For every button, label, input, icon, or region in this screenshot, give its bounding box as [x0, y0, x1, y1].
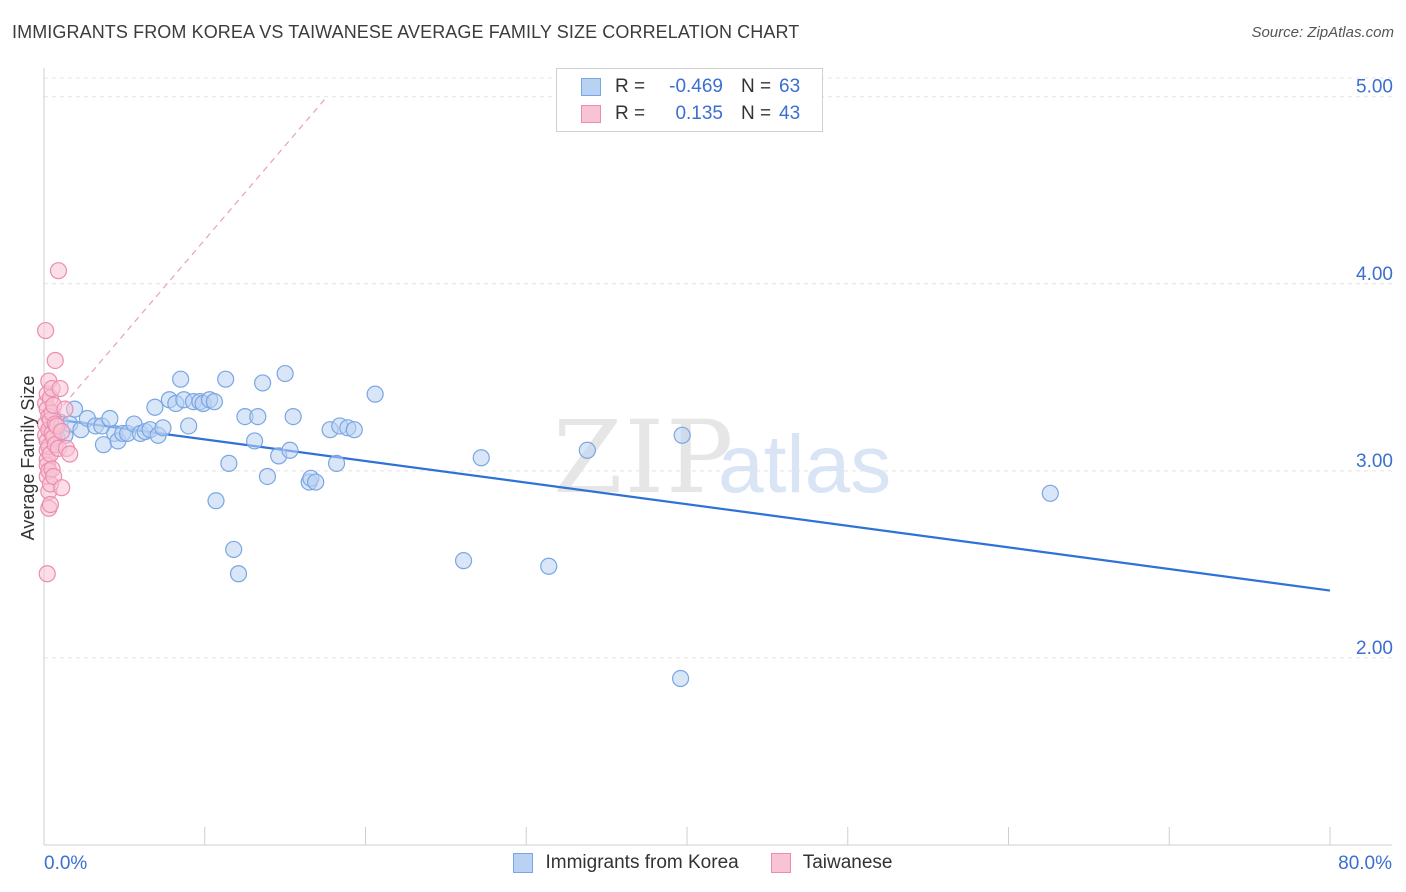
legend-r-label: R = — [615, 76, 646, 97]
legend-swatch-korea — [581, 78, 601, 96]
korea-point — [258, 467, 277, 486]
taiwanese-trend-line — [62, 96, 328, 406]
trend-lines — [48, 96, 1331, 592]
taiwanese-point — [37, 321, 55, 340]
legend-n-label: N = — [741, 103, 772, 124]
korea-point — [225, 540, 243, 559]
taiwanese-point — [46, 351, 64, 370]
korea-point — [154, 419, 172, 437]
korea-point — [472, 449, 490, 467]
legend-row-korea: R = -0.469 N = 63 — [581, 75, 800, 99]
korea-point — [220, 454, 238, 472]
taiwanese-point — [49, 262, 68, 280]
legend-swatch-taiwanese — [581, 105, 601, 123]
chart-title: IMMIGRANTS FROM KOREA VS TAIWANESE AVERA… — [12, 22, 800, 42]
korea-point — [281, 441, 299, 459]
korea-point — [146, 398, 164, 416]
axis-ticks: 2.00 3.00 4.00 5.00 0.0% 80.0% — [44, 77, 1393, 874]
korea-point — [207, 492, 225, 510]
korea-point — [578, 441, 596, 459]
series-legend: Immigrants from Korea Taiwanese — [0, 852, 1406, 874]
taiwanese-point — [41, 495, 60, 514]
data-points — [37, 262, 1059, 688]
y-tick-label: 2.00 — [1356, 638, 1393, 659]
korea-point — [276, 364, 294, 383]
legend-r-value: 0.135 — [675, 103, 723, 124]
x-tick-label: 0.0% — [44, 853, 87, 874]
series-legend-korea: Immigrants from Korea — [513, 852, 739, 874]
legend-r-label: R = — [615, 103, 646, 124]
x-tick-label: 80.0% — [1338, 853, 1392, 874]
correlation-legend: R = -0.469 N = 63 R = 0.135 N = 43 — [556, 68, 823, 132]
korea-point — [217, 370, 235, 388]
legend-r-value: -0.469 — [669, 76, 723, 97]
series-label-taiwanese: Taiwanese — [802, 852, 893, 873]
taiwanese-point — [56, 400, 74, 418]
korea-point — [454, 552, 473, 570]
series-legend-taiwanese: Taiwanese — [770, 852, 893, 874]
korea-point — [245, 432, 264, 450]
korea-point — [366, 385, 384, 403]
korea-point — [284, 408, 302, 426]
y-axis-label: Average Family Size — [18, 376, 38, 541]
korea-point — [205, 393, 223, 411]
series-swatch-korea — [513, 853, 534, 873]
korea-point — [1041, 484, 1059, 502]
legend-n-value: 43 — [779, 103, 801, 124]
korea-point — [345, 421, 363, 439]
taiwanese-point — [51, 379, 69, 398]
series-label-korea: Immigrants from Korea — [545, 852, 739, 873]
korea-point — [307, 473, 325, 491]
korea-point — [172, 370, 190, 388]
taiwanese-point — [38, 565, 56, 583]
y-tick-label: 5.00 — [1356, 77, 1393, 98]
korea-point — [229, 565, 248, 583]
korea-trend-line — [48, 417, 1331, 592]
legend-n-value: 63 — [779, 76, 801, 97]
watermark: ZIP atlas — [553, 399, 891, 516]
korea-point — [254, 374, 272, 392]
taiwanese-point — [53, 479, 71, 497]
y-tick-label: 3.00 — [1356, 451, 1393, 472]
series-swatch-taiwanese — [770, 853, 791, 873]
legend-n-label: N = — [741, 76, 772, 97]
korea-point — [101, 409, 119, 428]
korea-point — [540, 557, 558, 575]
y-tick-label: 4.00 — [1356, 264, 1393, 285]
korea-point — [249, 408, 267, 426]
korea-point — [180, 417, 198, 435]
watermark-atlas: atlas — [718, 419, 891, 510]
source-label: Source: ZipAtlas.com — [1251, 24, 1394, 41]
taiwanese-point — [53, 422, 71, 441]
taiwanese-point — [61, 445, 79, 463]
legend-row-taiwanese: R = 0.135 N = 43 — [581, 102, 800, 126]
korea-point — [327, 454, 346, 472]
korea-point — [673, 426, 691, 444]
korea-point — [671, 669, 690, 688]
